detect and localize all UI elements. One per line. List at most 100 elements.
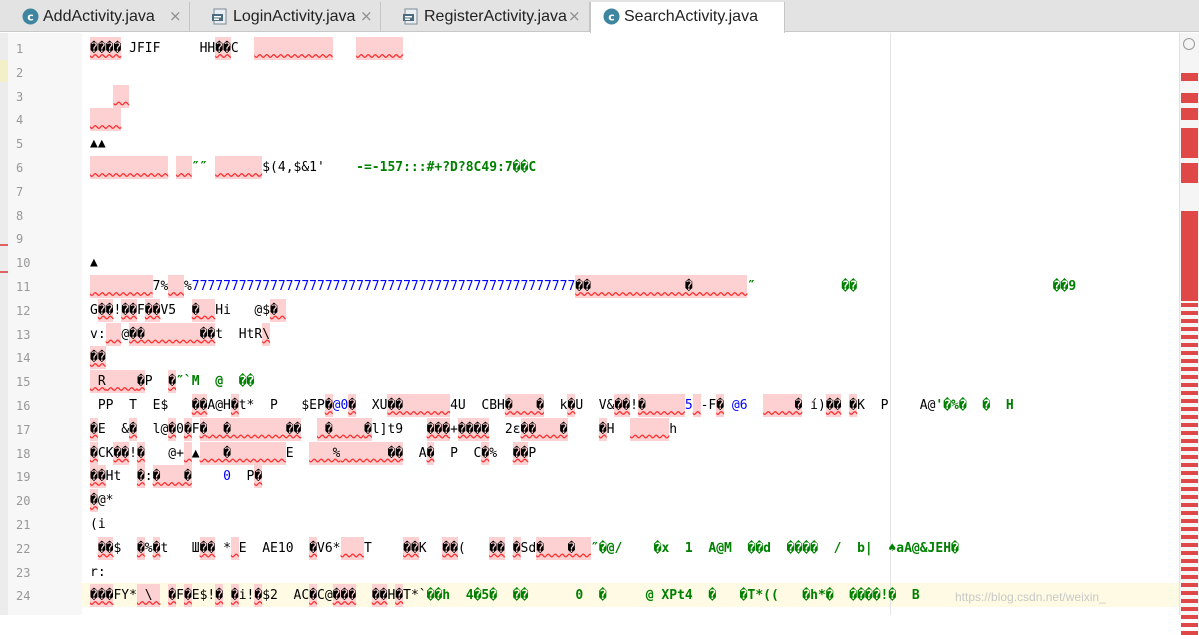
error-stripe-mark[interactable]: [1181, 407, 1198, 411]
code-line[interactable]: v: @�� ��t HtR\: [90, 322, 271, 346]
error-stripe-mark[interactable]: [1181, 479, 1198, 483]
code-line[interactable]: ��Ht �:� � 0 P�: [90, 465, 263, 489]
error-stripe-mark[interactable]: [1181, 343, 1198, 347]
code-line[interactable]: 7% %777777777777777777777777777777777777…: [90, 275, 1076, 298]
error-token: �: [136, 465, 145, 489]
error-stripe-mark[interactable]: [1181, 447, 1198, 451]
code-line[interactable]: ��$ �%�t Ш�� * E AE10 �V6* T ��K ��( �� …: [90, 536, 959, 560]
code-token: K P A@: [857, 398, 936, 413]
svg-text:c: c: [608, 11, 615, 24]
code-line[interactable]: ▲: [90, 251, 98, 274]
error-stripe-mark[interactable]: [1181, 543, 1198, 547]
error-stripe-mark[interactable]: [1181, 559, 1198, 563]
tab-addactivity[interactable]: c AddActivity.java ×: [0, 2, 190, 32]
error-stripe-mark[interactable]: [1181, 471, 1198, 475]
code-line[interactable]: �E &� l@�0�F� � �� � �l]t9 ���+���� 2ε��…: [90, 417, 677, 441]
error-stripe-mark[interactable]: [1181, 311, 1198, 315]
error-stripe-mark[interactable]: [1181, 73, 1198, 81]
error-token: ����: [90, 37, 122, 60]
tab-searchactivity[interactable]: c SearchActivity.java: [590, 2, 785, 33]
inspection-status-icon[interactable]: [1183, 38, 1195, 50]
code-token: $: [113, 540, 137, 556]
error-stripe-mark[interactable]: [1181, 527, 1198, 531]
error-stripe-mark[interactable]: [1181, 599, 1198, 603]
error-stripe-mark[interactable]: [1181, 519, 1198, 523]
error-stripe-mark[interactable]: [1181, 503, 1198, 507]
code-token: 4U CBH: [450, 398, 505, 413]
code-token: Sd: [520, 540, 537, 556]
error-stripe-mark[interactable]: [1181, 495, 1198, 499]
error-token: �: [716, 394, 725, 417]
error-stripe-mark[interactable]: [1181, 575, 1198, 579]
code-token: +: [450, 421, 458, 437]
error-stripe-mark[interactable]: [1181, 583, 1198, 587]
error-stripe-mark[interactable]: [1181, 623, 1198, 627]
error-stripe-mark[interactable]: [1181, 375, 1198, 379]
error-stripe-mark[interactable]: [1181, 128, 1198, 158]
tab-loginactivity[interactable]: LoginActivity.java ×: [190, 2, 381, 32]
error-stripe-mark[interactable]: [1181, 591, 1198, 595]
line-number: 16: [16, 399, 31, 413]
error-stripe-mark[interactable]: [1181, 211, 1198, 301]
close-tab-icon[interactable]: ×: [568, 7, 581, 25]
error-stripe-mark[interactable]: [1181, 431, 1198, 435]
code-line[interactable]: [90, 84, 130, 108]
error-stripe-mark[interactable]: [1181, 551, 1198, 555]
error-stripe-mark[interactable]: [1181, 439, 1198, 443]
tab-label: LoginActivity.java: [233, 8, 356, 25]
error-stripe-mark[interactable]: [1181, 511, 1198, 515]
error-token: �: [270, 298, 286, 322]
error-token: [90, 275, 153, 298]
code-line[interactable]: ▲▲: [90, 132, 106, 155]
error-stripe-mark[interactable]: [1181, 93, 1198, 103]
error-stripe-mark[interactable]: [1181, 335, 1198, 339]
error-stripe-mark[interactable]: [1181, 327, 1198, 331]
code-line[interactable]: r:: [90, 561, 106, 584]
error-stripe-mark[interactable]: [1181, 319, 1198, 323]
error-stripe-mark[interactable]: [1181, 487, 1198, 491]
close-tab-icon[interactable]: ×: [169, 7, 182, 25]
code-line[interactable]: ���FY* \ �F�E$!� �i!�$2 AC�C@��� ��H�T*`…: [90, 584, 935, 608]
code-line[interactable]: ���� JFIF HH��C: [90, 37, 404, 60]
line-number: 2: [16, 65, 24, 80]
error-stripe-mark[interactable]: [1181, 359, 1198, 363]
code-line[interactable]: ��: [90, 346, 106, 370]
line-number-gutter: [0, 33, 82, 615]
error-stripe-mark[interactable]: [1181, 567, 1198, 571]
code-line[interactable]: �CK��!� @+ ▲ � E % �� A� P C�% ��P: [90, 441, 536, 465]
error-stripe-mark[interactable]: [1181, 163, 1198, 183]
error-stripe-mark[interactable]: [1181, 631, 1198, 635]
error-stripe-mark[interactable]: [1181, 367, 1198, 371]
error-token: �: [136, 536, 145, 560]
tab-registeractivity[interactable]: RegisterActivity.java ×: [381, 2, 590, 32]
code-line[interactable]: (i: [90, 513, 106, 536]
error-stripe-mark[interactable]: [1181, 607, 1198, 611]
error-stripe-mark[interactable]: [1181, 535, 1198, 539]
error-stripe-mark[interactable]: [1181, 399, 1198, 403]
code-token: Ht: [105, 469, 137, 485]
error-stripe-mark[interactable]: [1181, 383, 1198, 387]
code-line[interactable]: [90, 108, 122, 132]
error-stripe-mark[interactable]: [1181, 415, 1198, 419]
code-token: F: [136, 302, 145, 318]
close-tab-icon[interactable]: ×: [360, 7, 373, 25]
code-token: ″ �� ��9: [747, 279, 1077, 294]
error-token: �: [309, 584, 318, 608]
error-stripe-mark[interactable]: [1181, 351, 1198, 355]
error-stripe-mark[interactable]: [1181, 423, 1198, 427]
error-stripe-mark[interactable]: [1181, 463, 1198, 467]
code-token: (: [457, 540, 490, 556]
error-stripe-mark[interactable]: [1181, 615, 1198, 619]
error-stripe-mark[interactable]: [1181, 391, 1198, 395]
error-token: [183, 441, 192, 465]
code-line[interactable]: G��!��F��V5 � Hi @$�: [90, 298, 286, 322]
code-line[interactable]: ″″ $(4,$&1' -=-157:::#+?D?8C49:7��C: [90, 156, 536, 179]
code-line[interactable]: PP T E$ ��A@H�t* P $EP�@0� XU�� 4U CBH� …: [90, 394, 1014, 417]
error-stripe-mark[interactable]: [1181, 303, 1198, 307]
error-token: ��: [121, 298, 137, 322]
code-line[interactable]: �@*: [90, 489, 113, 513]
error-stripe-mark[interactable]: [1181, 455, 1198, 459]
code-token: í): [802, 398, 826, 413]
code-line[interactable]: R �P �″`M @ ��: [90, 370, 254, 394]
error-stripe-mark[interactable]: [1181, 108, 1198, 120]
